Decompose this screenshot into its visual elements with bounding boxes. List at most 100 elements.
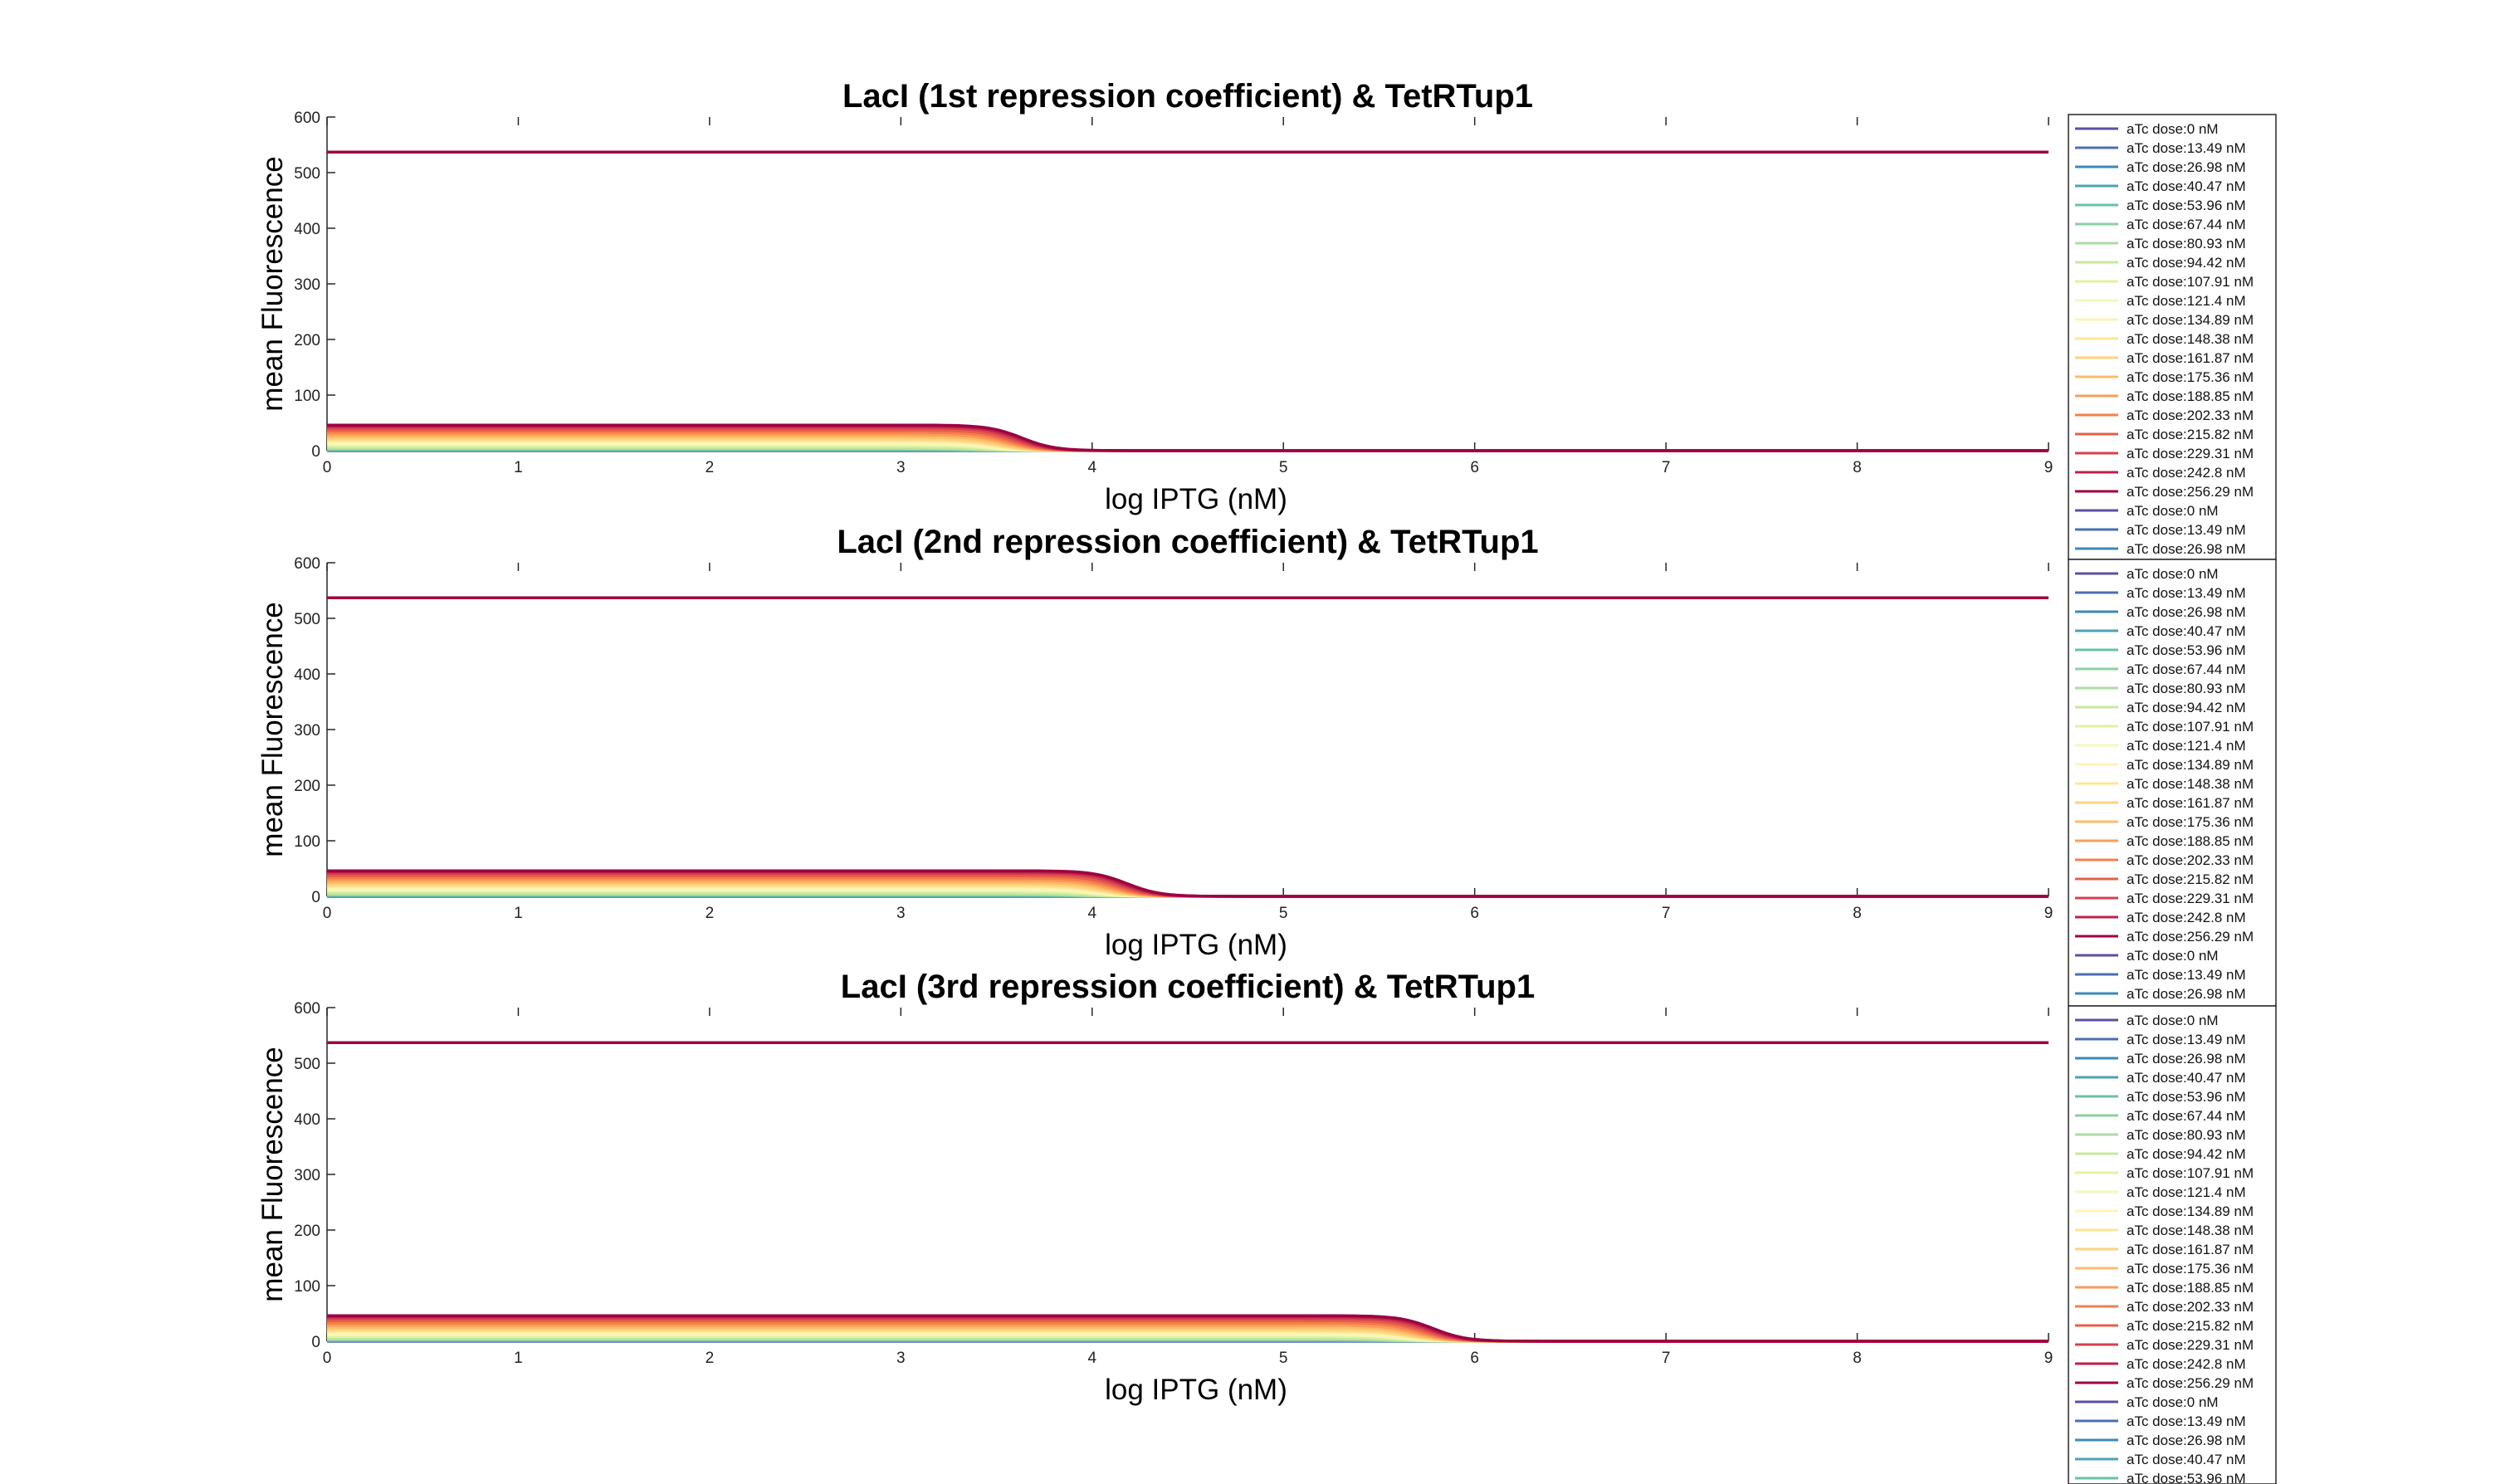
x-tick-label: 1: [514, 905, 523, 922]
legend-label: aTc dose:202.33 nM: [2127, 852, 2254, 868]
x-tick-label: 3: [896, 905, 906, 922]
x-tick-label: 6: [1470, 1350, 1479, 1367]
y-tick-label: 300: [294, 1167, 320, 1184]
legend-label: aTc dose:256.29 nM: [2127, 484, 2254, 500]
y-tick-label: 600: [294, 110, 320, 127]
legend-label: aTc dose:256.29 nM: [2127, 1375, 2254, 1391]
x-tick-label: 7: [1662, 1350, 1671, 1367]
x-tick-label: 1: [514, 1350, 523, 1367]
legend-label: aTc dose:175.36 nM: [2127, 369, 2254, 385]
legend-label: aTc dose:121.4 nM: [2127, 738, 2246, 754]
y-tick-label: 0: [311, 1334, 320, 1351]
legend-label: aTc dose:40.47 nM: [2127, 623, 2246, 639]
legend-label: aTc dose:26.98 nM: [2127, 604, 2246, 620]
legend-label: aTc dose:134.89 nM: [2127, 312, 2254, 328]
x-tick-label: 9: [2044, 905, 2053, 922]
legend-label: aTc dose:0 nM: [2127, 948, 2219, 964]
x-tick-label: 5: [1279, 1350, 1288, 1367]
legend-label: aTc dose:148.38 nM: [2127, 776, 2254, 792]
legend-2: aTc dose:0 nM aTc dose:13.49 nM aTc dose:2…: [2068, 559, 2277, 1007]
legend-label: aTc dose:13.49 nM: [2127, 1032, 2246, 1047]
x-tick-label: 9: [2044, 1350, 2053, 1367]
x-tick-label: 4: [1087, 1350, 1096, 1367]
legend-label: aTc dose:26.98 nM: [2127, 1433, 2246, 1448]
y-tick-label: 300: [294, 722, 320, 740]
legend-label: aTc dose:13.49 nM: [2127, 1413, 2246, 1429]
legend-label: aTc dose:53.96 nM: [2127, 1471, 2246, 1484]
legend-label: aTc dose:80.93 nM: [2127, 236, 2246, 251]
x-axis-label: log IPTG (nM): [1105, 483, 1287, 515]
legend-label: aTc dose:121.4 nM: [2127, 293, 2246, 309]
x-tick-label: 7: [1662, 905, 1671, 922]
x-tick-label: 0: [323, 905, 332, 922]
legend-label: aTc dose:229.31 nM: [2127, 1337, 2254, 1353]
legend-label: aTc dose:94.42 nM: [2127, 700, 2246, 715]
legend-label: aTc dose:161.87 nM: [2127, 1242, 2254, 1257]
x-tick-label: 4: [1087, 905, 1096, 922]
legend-label: aTc dose:188.85 nM: [2127, 388, 2254, 404]
x-tick-label: 5: [1279, 905, 1288, 922]
legend-label: aTc dose:161.87 nM: [2127, 795, 2254, 811]
legend-label: aTc dose:242.8 nM: [2127, 910, 2246, 925]
legend-label: aTc dose:202.33 nM: [2127, 1299, 2254, 1315]
legend-box: [2068, 114, 2277, 560]
legend-label: aTc dose:175.36 nM: [2127, 1261, 2254, 1277]
y-tick-label: 500: [294, 611, 320, 628]
legend-label: aTc dose:13.49 nM: [2127, 140, 2246, 156]
legend-label: aTc dose:40.47 nM: [2127, 1452, 2246, 1467]
series-line: [327, 869, 2049, 898]
x-axis-label: log IPTG (nM): [1105, 929, 1287, 961]
legend-label: aTc dose:107.91 nM: [2127, 274, 2254, 290]
legend-label: aTc dose:215.82 nM: [2127, 1318, 2254, 1334]
legend-label: aTc dose:67.44 nM: [2127, 1108, 2246, 1124]
x-tick-label: 0: [323, 459, 332, 476]
chart-panel-3: LacI (3rd repression coefficient) & TetR…: [256, 969, 2053, 1406]
y-axis-label: mean Fluorescence: [256, 156, 289, 411]
legend-label: aTc dose:26.98 nM: [2127, 1051, 2246, 1067]
legend-label: aTc dose:107.91 nM: [2127, 1165, 2254, 1181]
legend-3: aTc dose:0 nM aTc dose:13.49 nM aTc dose:2…: [2068, 1005, 2277, 1484]
legend-label: aTc dose:148.38 nM: [2127, 331, 2254, 347]
y-tick-label: 100: [294, 833, 320, 851]
x-axis-label: log IPTG (nM): [1105, 1374, 1287, 1406]
legend-label: aTc dose:0 nM: [2127, 503, 2219, 519]
y-tick-label: 500: [294, 165, 320, 183]
y-tick-label: 500: [294, 1056, 320, 1073]
x-tick-label: 6: [1470, 459, 1479, 476]
legend-label: aTc dose:53.96 nM: [2127, 198, 2246, 213]
legend-label: aTc dose:80.93 nM: [2127, 1127, 2246, 1143]
legend-label: aTc dose:0 nM: [2127, 1394, 2219, 1410]
legend-label: aTc dose:0 nM: [2127, 566, 2219, 582]
legend-label: aTc dose:26.98 nM: [2127, 541, 2246, 557]
y-tick-label: 600: [294, 1000, 320, 1018]
legend-label: aTc dose:53.96 nM: [2127, 642, 2246, 658]
chart-panel-2: LacI (2nd repression coefficient) & TetR…: [256, 524, 2053, 961]
legend-label: aTc dose:161.87 nM: [2127, 350, 2254, 366]
y-axis-label: mean Fluorescence: [256, 602, 289, 857]
series-line: [327, 1314, 2049, 1343]
y-tick-label: 600: [294, 555, 320, 573]
x-tick-label: 3: [896, 1350, 906, 1367]
x-tick-label: 8: [1853, 905, 1862, 922]
y-tick-label: 200: [294, 1223, 320, 1240]
y-axis-label: mean Fluorescence: [256, 1047, 289, 1301]
x-tick-label: 2: [706, 459, 715, 476]
y-tick-label: 300: [294, 276, 320, 294]
legend-label: aTc dose:13.49 nM: [2127, 522, 2246, 538]
y-tick-label: 100: [294, 1278, 320, 1296]
legend-box: [2068, 1005, 2277, 1484]
chart-title: LacI (1st repression coefficient) & TetR…: [842, 78, 1533, 115]
x-tick-label: 2: [706, 905, 715, 922]
x-tick-label: 0: [323, 1350, 332, 1367]
series-lines: [327, 1041, 2049, 1343]
legend-label: aTc dose:26.98 nM: [2127, 986, 2246, 1002]
y-tick-label: 400: [294, 666, 320, 684]
chart-title: LacI (3rd repression coefficient) & TetR…: [841, 969, 1535, 1005]
x-tick-label: 8: [1853, 1350, 1862, 1367]
legend-label: aTc dose:188.85 nM: [2127, 1280, 2254, 1296]
y-tick-label: 400: [294, 1111, 320, 1129]
legend-label: aTc dose:215.82 nM: [2127, 427, 2254, 442]
x-tick-label: 5: [1279, 459, 1288, 476]
legend-label: aTc dose:94.42 nM: [2127, 1146, 2246, 1162]
y-tick-label: 400: [294, 221, 320, 238]
